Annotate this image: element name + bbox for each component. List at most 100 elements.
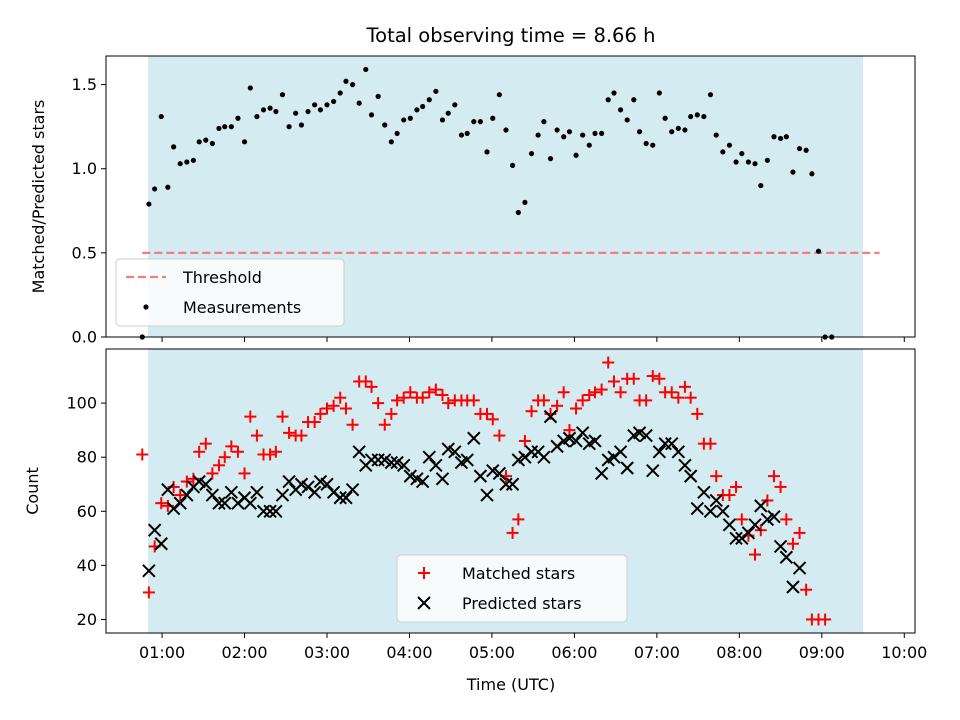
predicted-star-point xyxy=(429,458,443,473)
matched-star-point xyxy=(480,407,493,420)
measurement-point xyxy=(528,150,535,157)
measurement-point xyxy=(541,119,547,125)
measurement-points xyxy=(139,66,835,340)
predicted-star-point xyxy=(709,493,723,508)
matched-star-point xyxy=(486,413,499,426)
predicted-star-point xyxy=(212,496,226,510)
predicted-star-point xyxy=(205,488,220,502)
predicted-star-point xyxy=(339,491,353,505)
measurement-point xyxy=(682,127,688,133)
matched-star-point xyxy=(819,613,832,626)
matched-star-point xyxy=(467,394,480,407)
matched-star-point xyxy=(602,356,615,369)
matched-star-point xyxy=(136,448,149,461)
measurement-point xyxy=(764,157,770,163)
measurement-point xyxy=(452,102,458,108)
measurement-point xyxy=(777,135,784,142)
matched-star-point xyxy=(793,526,806,539)
measurement-point xyxy=(222,124,228,130)
measurement-point xyxy=(407,115,413,121)
matched-star-point xyxy=(193,445,206,458)
measurement-point xyxy=(146,201,152,207)
measurement-point xyxy=(726,142,733,148)
legend-matched-swatch xyxy=(418,567,430,579)
matched-star-point xyxy=(212,459,225,472)
matched-star-point xyxy=(174,489,187,502)
measurement-point xyxy=(783,134,789,140)
matched-star-point xyxy=(551,399,564,412)
measurement-point xyxy=(368,112,375,118)
predicted-star-point xyxy=(161,482,175,497)
matched-star-point xyxy=(672,391,685,404)
matched-star-point xyxy=(800,583,813,596)
measurement-point xyxy=(356,100,362,106)
predicted-star-point xyxy=(697,485,711,500)
predicted-star-point xyxy=(678,458,692,473)
predicted-star-point xyxy=(620,461,634,475)
matched-star-point xyxy=(627,372,640,385)
matched-star-point xyxy=(180,475,193,488)
predicted-star-point xyxy=(275,488,290,502)
measurement-point xyxy=(515,209,521,216)
measurement-point xyxy=(324,102,330,108)
matched-star-point xyxy=(691,407,704,420)
predicted-star-point xyxy=(180,488,194,502)
matched-star-point xyxy=(423,386,436,399)
measurement-point xyxy=(656,90,662,96)
matched-star-point xyxy=(429,383,442,396)
matched-star-point xyxy=(314,407,327,420)
matched-star-point xyxy=(218,451,231,464)
matched-star-point xyxy=(640,394,653,407)
predicted-star-point xyxy=(569,434,583,448)
top-axes-frame xyxy=(105,55,916,338)
measurement-point xyxy=(228,124,234,130)
bottom-legend: Matched stars Predicted stars xyxy=(396,554,628,623)
matched-star-point xyxy=(264,448,277,461)
predicted-star-point xyxy=(218,496,232,510)
measurement-point xyxy=(815,248,822,254)
predicted-star-point xyxy=(473,469,488,483)
matched-star-point xyxy=(595,383,608,396)
y-tick-label: 40 xyxy=(77,556,97,575)
measurement-point xyxy=(650,142,656,148)
predicted-star-point xyxy=(396,458,411,473)
predicted-star-point xyxy=(754,499,768,513)
matched-star-point xyxy=(397,391,410,404)
predicted-star-point xyxy=(779,550,794,564)
measurement-point xyxy=(477,119,483,125)
predicted-star-point xyxy=(333,491,347,505)
predicted-star-point xyxy=(741,526,756,540)
measurement-point xyxy=(688,113,694,120)
measurement-point xyxy=(713,132,719,138)
measurement-point xyxy=(490,115,496,121)
measurement-point xyxy=(363,66,369,73)
predicted-star-point xyxy=(748,518,762,532)
measurement-point xyxy=(790,169,796,175)
matched-star-point xyxy=(155,497,168,510)
matched-star-point xyxy=(493,429,506,442)
measurement-point xyxy=(196,139,202,145)
measurement-point xyxy=(337,90,343,96)
matched-star-point xyxy=(404,386,417,399)
measurement-point xyxy=(694,112,700,118)
matched-star-point xyxy=(231,445,244,458)
measurement-point xyxy=(611,90,617,96)
matched-star-point xyxy=(614,386,627,399)
matched-star-point xyxy=(283,426,296,439)
measurement-point xyxy=(331,98,337,105)
predicted-star-point xyxy=(722,518,737,532)
measurement-point xyxy=(758,182,764,189)
matched-star-point xyxy=(436,388,449,401)
y-tick-label: 100 xyxy=(66,394,97,413)
matched-star-point xyxy=(704,437,717,450)
predicted-star-point xyxy=(690,501,704,516)
top-legend: Threshold Measurements xyxy=(115,258,345,327)
matched-star-point xyxy=(723,489,736,502)
matched-star-point xyxy=(327,399,340,412)
predicted-star-point xyxy=(263,504,277,518)
legend-threshold-label: Threshold xyxy=(182,268,262,287)
x-tick-label: 08:00 xyxy=(716,643,762,662)
measurement-point xyxy=(375,93,381,99)
bottom-x-axis-ticks: 01:00 02:00 03:00 04:00 05:00 06:00 07:00 08:00… xyxy=(139,633,927,662)
matched-star-point xyxy=(761,494,774,507)
